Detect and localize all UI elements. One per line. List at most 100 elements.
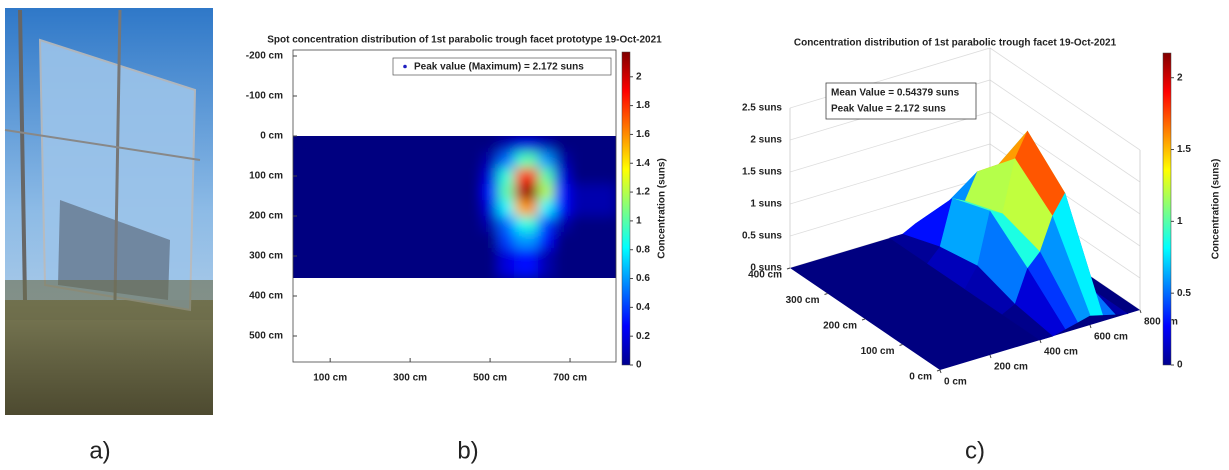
heatmap-cell: [522, 184, 539, 201]
z-tick-label: 0 suns: [750, 263, 782, 274]
heatmap-cell: [293, 184, 483, 201]
heatmap-cell: [293, 152, 483, 169]
colorbar-tick-label: 1.8: [636, 100, 650, 111]
heatmap-cell: [570, 216, 616, 233]
colorbar-tick-label: 0.8: [636, 244, 650, 255]
colorbar-tick-label: 1.2: [636, 187, 650, 198]
y-tick-label: 100 cm: [249, 171, 283, 182]
panel-label: a): [89, 437, 110, 464]
heatmap-cell: [570, 136, 616, 153]
y-tick-label: 200 cm: [823, 321, 857, 332]
y-tick-label: 300 cm: [786, 295, 820, 306]
heatmap-cell: [498, 216, 515, 233]
y-tick: [786, 267, 791, 270]
heatmap-cell: [570, 248, 616, 278]
heatmap-cell: [482, 216, 499, 233]
colorbar-tick-label: 1.6: [636, 129, 650, 140]
z-tick-label: 1 suns: [750, 199, 782, 210]
colorbar-tick-label: 0: [1177, 360, 1183, 371]
legend-label: Peak value (Maximum) = 2.172 suns: [414, 62, 584, 73]
x-tick: [939, 369, 942, 374]
panel-label: c): [965, 437, 985, 464]
photo: [4, 8, 213, 415]
heatmap-cell: [482, 136, 499, 153]
y-tick: [936, 369, 941, 372]
legend-marker: [403, 64, 407, 69]
colorbar-tick-label: 0.6: [636, 273, 650, 284]
colorbar-tick-label: 2: [1177, 72, 1183, 83]
heatmap-cell: [570, 184, 616, 201]
colorbar-label: Concentration (suns): [1211, 159, 1222, 260]
heatmap-cell: [522, 248, 539, 278]
heatmap-cell: [538, 232, 555, 249]
annotation: Mean Value = 0.54379 suns: [831, 88, 960, 99]
annotation: Peak Value = 2.172 suns: [831, 104, 946, 115]
heatmap-cell: [538, 200, 555, 217]
colorbar-tick-label: 0: [636, 360, 642, 371]
x-tick-label: 200 cm: [994, 362, 1028, 373]
heatmap-cell: [514, 136, 523, 153]
heatmap-cell: [538, 248, 555, 278]
heatmap-cell: [554, 168, 571, 185]
heatmap-cell: [554, 200, 571, 217]
heatmap-area: [293, 136, 616, 278]
chart-title: Concentration distribution of 1st parabo…: [794, 38, 1117, 49]
heatmap-cell: [538, 216, 555, 233]
colorbar-tick-label: 0.5: [1177, 288, 1191, 299]
heatmap-cell: [514, 232, 523, 249]
y-tick-label: 300 cm: [249, 251, 283, 262]
heatmap-cell: [514, 248, 523, 278]
colorbar: [621, 51, 631, 366]
y-tick-label: 0 cm: [260, 131, 283, 142]
y-tick: [824, 293, 828, 295]
x-tick: [1089, 324, 1092, 329]
legend: [392, 57, 612, 76]
x-tick-label: 500 cm: [473, 373, 507, 384]
x-tick-label: 100 cm: [313, 373, 347, 384]
heatmap-cells: [293, 136, 616, 278]
z-tick-label: 2.5 suns: [742, 103, 782, 114]
heatmap-cell: [538, 184, 555, 201]
y-tick-label: 100 cm: [861, 346, 895, 357]
colorbar-tick-label: 0.2: [636, 331, 650, 342]
heatmap-cell: [514, 168, 523, 185]
heatmap-cell: [514, 216, 523, 233]
heatmap-cell: [554, 216, 571, 233]
heatmap-cell: [570, 232, 616, 249]
colorbar: [1162, 52, 1172, 366]
x-tick-label: 400 cm: [1044, 347, 1078, 358]
heatmap-cell: [522, 136, 539, 153]
x-tick-label: 300 cm: [393, 373, 427, 384]
heatmap-cell: [482, 232, 499, 249]
heatmap-cell: [570, 152, 616, 169]
heatmap-cell: [514, 152, 523, 169]
heatmap-cell: [293, 168, 483, 185]
heatmap-cell: [293, 248, 483, 278]
heatmap-cell: [538, 152, 555, 169]
y-tick-label: 400 cm: [748, 270, 782, 281]
heatmap-cell: [514, 200, 523, 217]
colorbar-tick-label: 1.4: [636, 158, 650, 169]
chart-b: -200 cm -100 cm 0 cm 100 cm 200 cm 300 cm 400 …: [246, 35, 668, 384]
panel-label: b): [457, 437, 478, 464]
heatmap-cell: [482, 184, 499, 201]
y-tick-label: -200 cm: [246, 51, 283, 62]
heatmap-cell: [538, 168, 555, 185]
z-tick-label: 0.5 suns: [742, 231, 782, 242]
chart-title: Spot concentration distribution of 1st p…: [267, 35, 662, 46]
heatmap-cell: [293, 136, 483, 153]
heatmap-cell: [554, 248, 571, 278]
heatmap-cell: [514, 184, 523, 201]
heatmap-cell: [554, 136, 571, 153]
heatmap-cell: [538, 136, 555, 153]
colorbar-label: Concentration (suns): [657, 158, 668, 259]
heatmap-cell: [554, 184, 571, 201]
heatmap-cell: [498, 184, 515, 201]
colorbar-tick-label: 2: [636, 71, 642, 82]
heatmap-cell: [498, 168, 515, 185]
heatmap-cell: [554, 152, 571, 169]
heatmap-cell: [522, 232, 539, 249]
heatmap-cell: [498, 136, 515, 153]
plot-frame: [292, 49, 617, 363]
heatmap-cell: [522, 200, 539, 217]
